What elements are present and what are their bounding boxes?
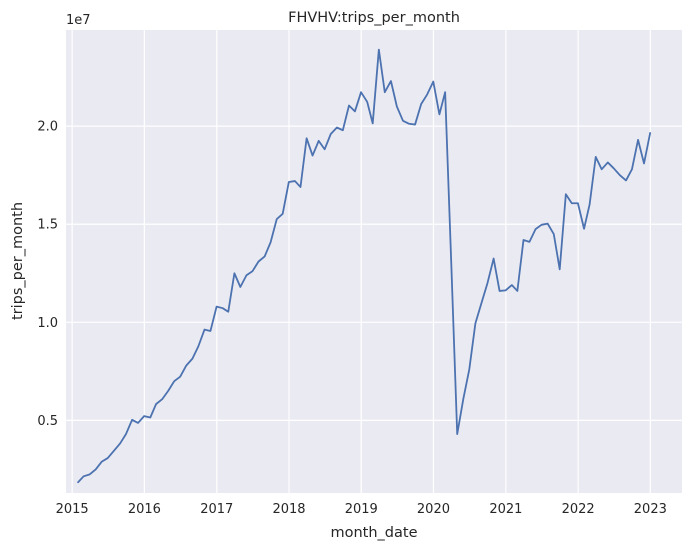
x-tick-label: 2020: [417, 502, 450, 517]
grid-lines: [66, 30, 682, 493]
x-tick-label: 2016: [128, 502, 161, 517]
y-tick-label: 1.5: [37, 218, 58, 233]
x-tick-labels: 2015 2016 2017 2018 2019 2020 2021 2022 2023: [56, 502, 667, 517]
x-tick-label: 2018: [272, 502, 305, 517]
x-axis-label: month_date: [330, 525, 417, 541]
y-tick-labels: 0.5 1.0 1.5 2.0: [37, 120, 58, 429]
x-tick-label: 2015: [56, 502, 89, 517]
x-tick-label: 2021: [489, 502, 522, 517]
y-tick-label: 1.0: [37, 316, 58, 331]
x-tick-label: 2017: [200, 502, 233, 517]
chart-title: FHVHV:trips_per_month: [288, 10, 460, 26]
x-tick-label: 2019: [345, 502, 378, 517]
y-tick-label: 0.5: [37, 414, 58, 429]
series-line-trips-per-month: [77, 48, 652, 484]
y-tick-label: 2.0: [37, 120, 58, 135]
y-axis-label: trips_per_month: [10, 202, 26, 320]
y-offset-label: 1e7: [66, 13, 91, 28]
x-tick-label: 2022: [562, 502, 595, 517]
x-tick-label: 2023: [634, 502, 667, 517]
